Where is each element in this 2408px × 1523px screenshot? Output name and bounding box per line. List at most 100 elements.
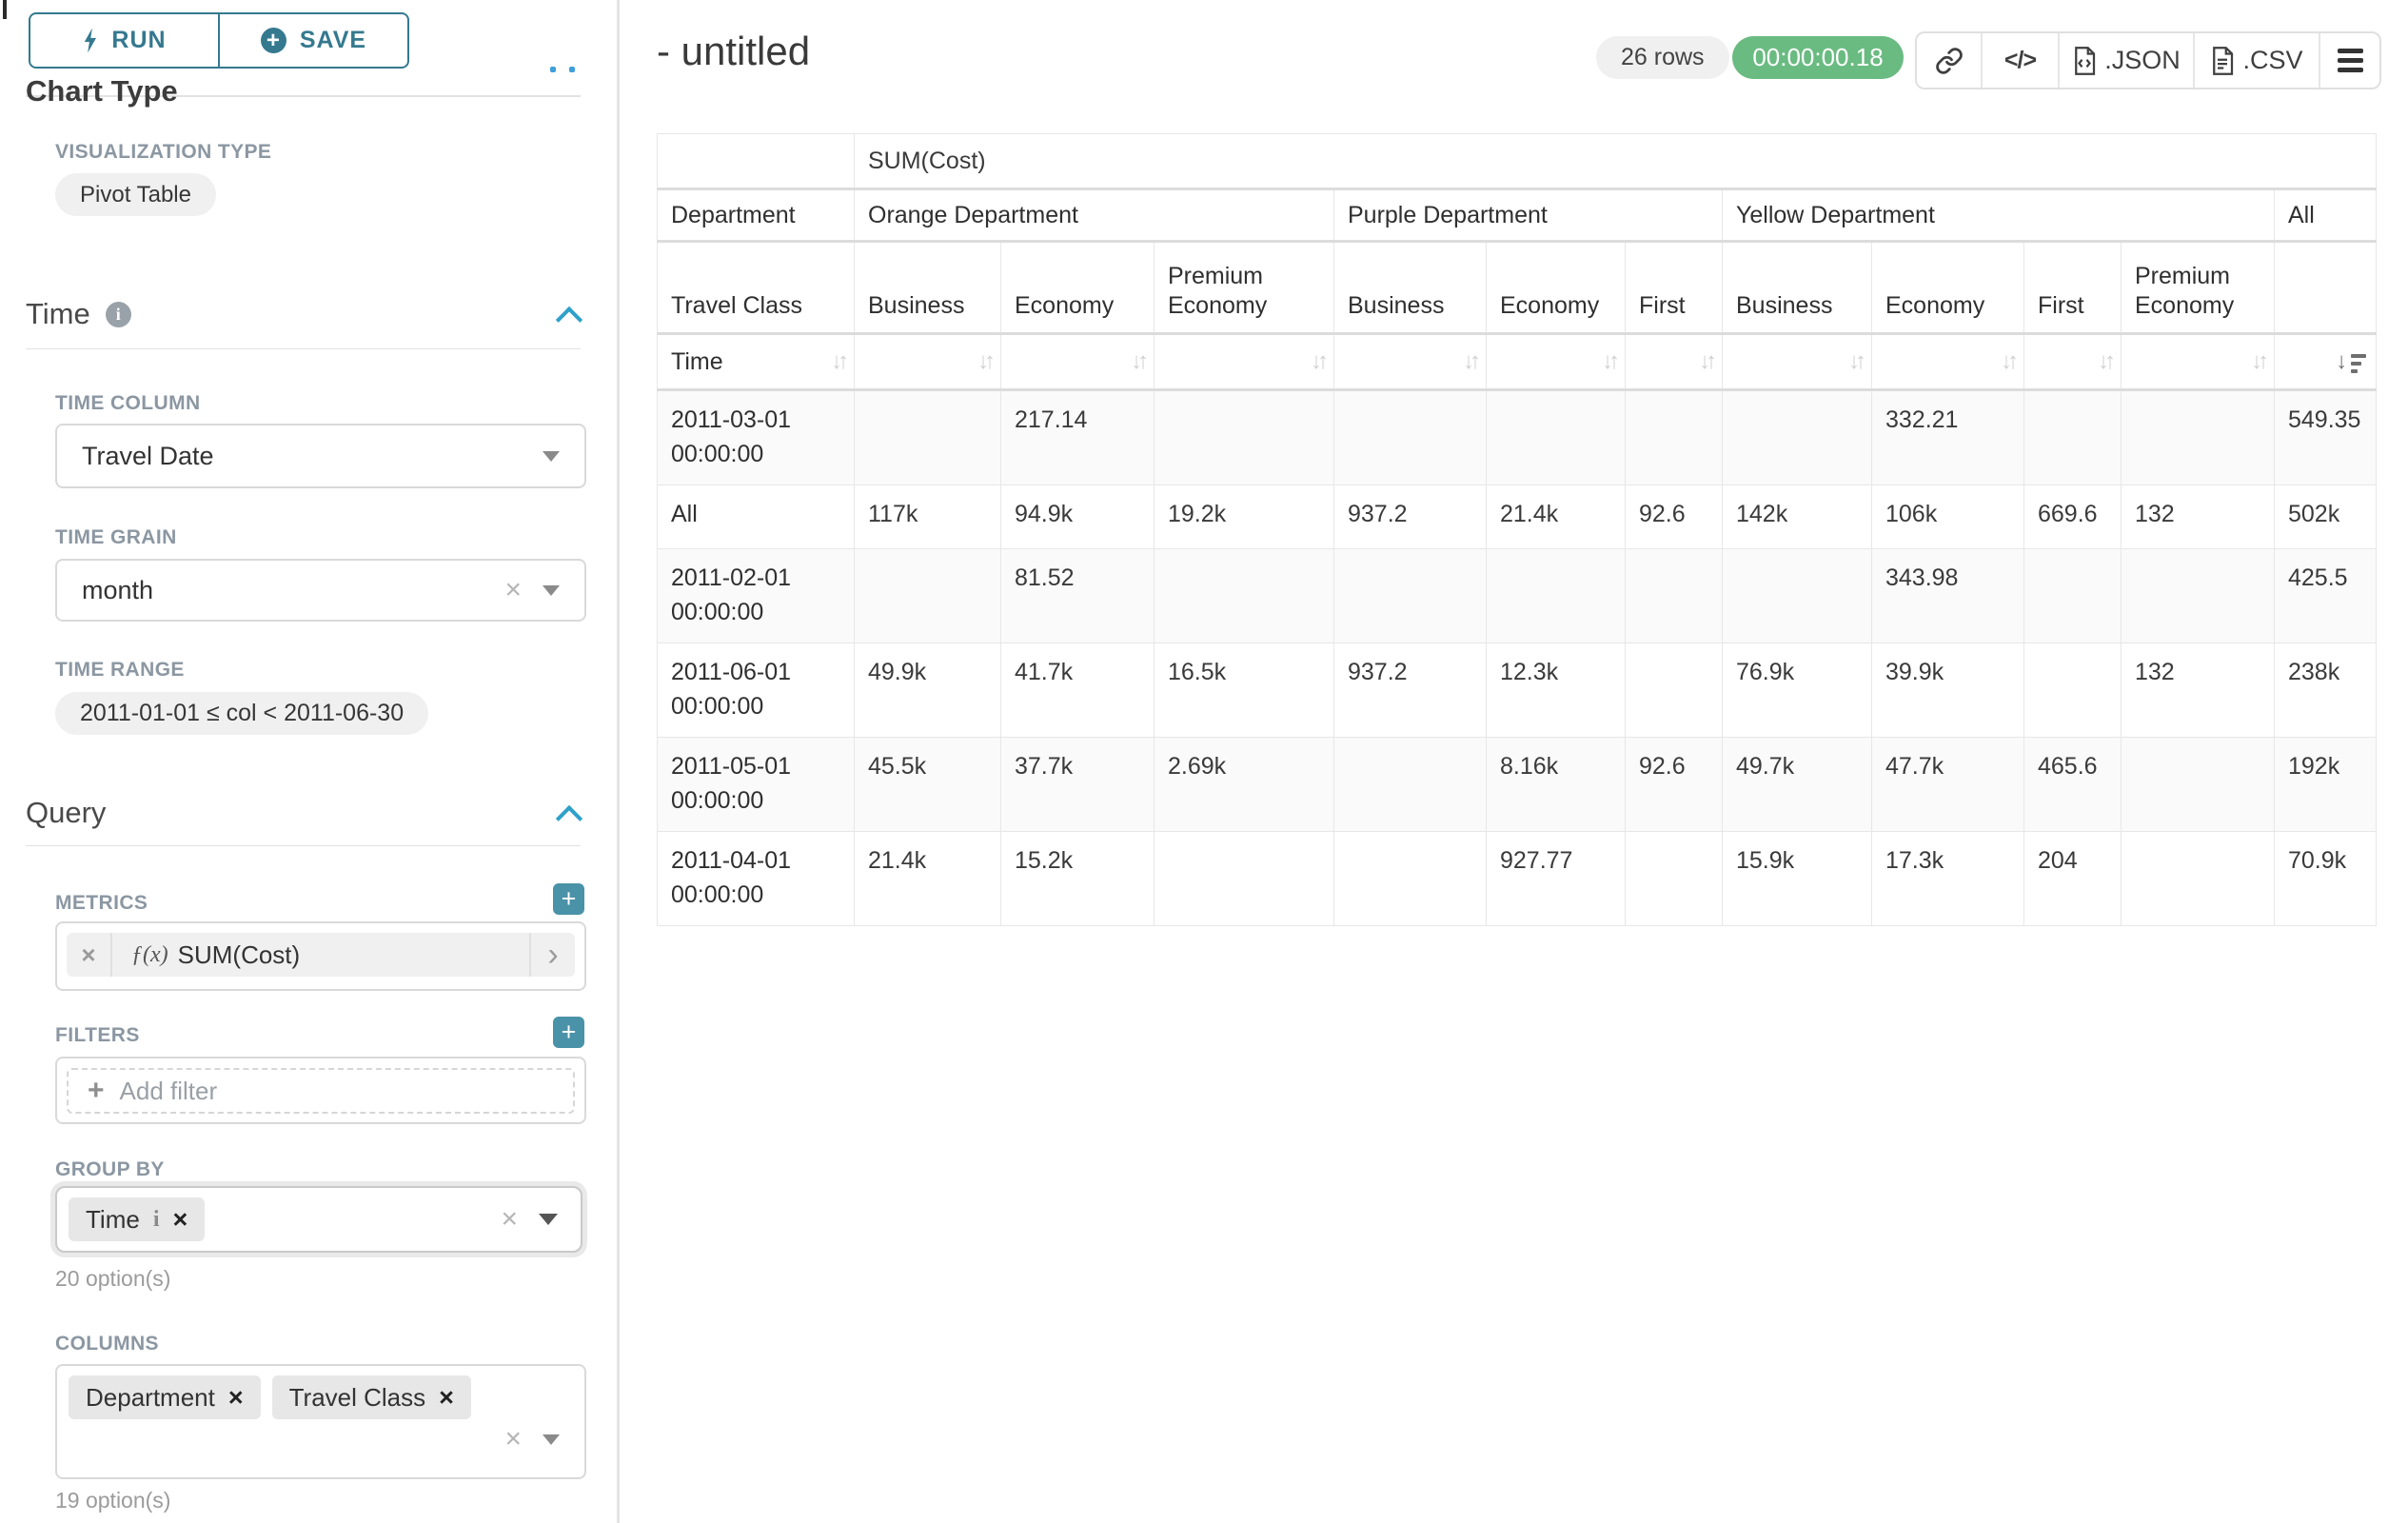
table-cell xyxy=(2023,548,2122,643)
chart-area: - untitled 26 rows 00:00:00.18 </> .JSON… xyxy=(621,0,2408,1523)
add-filter-button[interactable]: + Add filter xyxy=(67,1068,575,1114)
chart-type-heading: Chart Type xyxy=(26,73,178,108)
visualization-type-label: VISUALIZATION TYPE xyxy=(55,141,272,163)
travel-class-header: Economy xyxy=(1000,241,1155,335)
sortable-column-header[interactable]: ↓↑ xyxy=(1625,333,1723,391)
sortable-column-header[interactable]: ↓↑ xyxy=(1000,333,1155,391)
save-button[interactable]: + SAVE xyxy=(219,12,409,69)
remove-pill-icon[interactable]: × xyxy=(227,1382,244,1412)
metric-value: SUM(Cost) xyxy=(177,940,301,969)
sortable-column-header[interactable]: ↓ xyxy=(2273,333,2378,391)
time-section-header[interactable]: Time i xyxy=(26,297,131,331)
table-cell: 15.9k xyxy=(1722,831,1872,926)
dimension-pill-label: Department xyxy=(86,1382,215,1412)
visualization-type-pill[interactable]: Pivot Table xyxy=(55,173,216,216)
sortable-column-header[interactable]: ↓↑ xyxy=(1486,333,1626,391)
dimension-pill[interactable]: Travel Class × xyxy=(271,1375,471,1419)
chart-title[interactable]: - untitled xyxy=(657,29,811,73)
save-button-label: SAVE xyxy=(299,27,367,53)
sort-icon[interactable]: ↓↑ xyxy=(1602,348,1620,374)
table-cell xyxy=(2121,389,2275,485)
table-cell xyxy=(1486,389,1626,485)
time-column-select[interactable]: Travel Date xyxy=(55,424,586,488)
time-range-pill[interactable]: 2011-01-01 ≤ col < 2011-06-30 xyxy=(55,692,429,735)
remove-pill-icon[interactable]: × xyxy=(172,1204,188,1234)
group-by-select[interactable]: Time i × × xyxy=(55,1186,582,1253)
run-button[interactable]: RUN xyxy=(29,12,219,69)
sortable-column-header[interactable]: ↓↑ xyxy=(1722,333,1872,391)
copy-link-button[interactable] xyxy=(1917,33,1983,88)
table-cell: 92.6 xyxy=(1625,737,1723,832)
travel-class-header xyxy=(2273,241,2378,335)
sortable-column-header[interactable]: ↓↑ xyxy=(2121,333,2275,391)
file-text-icon xyxy=(2213,46,2234,75)
table-cell: 47.7k xyxy=(1871,737,2024,832)
sortable-column-header[interactable]: ↓↑ xyxy=(1871,333,2024,391)
sort-icon[interactable]: ↓↑ xyxy=(831,348,849,374)
info-icon[interactable]: i xyxy=(105,301,131,327)
sortable-column-header[interactable]: ↓↑ xyxy=(2023,333,2122,391)
sortable-column-header[interactable]: ↓↑ xyxy=(1154,333,1334,391)
time-dimension-label: Time xyxy=(671,347,723,375)
view-query-button[interactable]: </> xyxy=(1983,33,2060,88)
query-section-header[interactable]: Query xyxy=(26,796,106,830)
export-csv-button[interactable]: .CSV xyxy=(2195,33,2320,88)
scrollbar-thumb[interactable] xyxy=(3,0,7,19)
remove-metric-icon[interactable]: × xyxy=(67,933,112,977)
chevron-right-icon[interactable]: › xyxy=(529,933,575,977)
metrics-field: × ƒ(x) SUM(Cost) › xyxy=(55,921,586,991)
table-cell: 49.7k xyxy=(1722,737,1872,832)
panel-divider[interactable] xyxy=(617,0,620,1523)
clear-icon[interactable]: × xyxy=(501,1203,518,1235)
table-row: 2011-06-01 00:00:00 49.9k 41.7k 16.5k 937.2 1… xyxy=(657,643,2378,738)
run-save-button-group: RUN + SAVE xyxy=(29,12,409,69)
table-cell: 217.14 xyxy=(1000,389,1155,485)
sort-icon[interactable]: ↓↑ xyxy=(1699,348,1717,374)
sort-icon[interactable]: ↓↑ xyxy=(1848,348,1866,374)
table-cell: 106k xyxy=(1871,485,2024,549)
sortable-column-header[interactable]: ↓↑ xyxy=(1333,333,1487,391)
table-cell: 425.5 xyxy=(2273,548,2378,643)
sort-icon[interactable]: ↓↑ xyxy=(1131,348,1149,374)
filters-label: FILTERS xyxy=(55,1024,140,1046)
dimension-pill[interactable]: Time i × xyxy=(69,1197,206,1241)
sort-icon[interactable]: ↓↑ xyxy=(2098,348,2116,374)
table-cell: 12.3k xyxy=(1486,643,1626,738)
chevron-down-icon xyxy=(543,450,560,462)
sort-icon[interactable]: ↓↑ xyxy=(977,348,996,374)
sort-icon[interactable]: ↓↑ xyxy=(2251,348,2269,374)
metric-chip[interactable]: × ƒ(x) SUM(Cost) › xyxy=(67,933,575,977)
sortable-column-header[interactable]: ↓↑ xyxy=(854,333,1001,391)
add-filter-label: Add filter xyxy=(119,1076,218,1105)
columns-select[interactable]: Department × Travel Class × × xyxy=(55,1364,586,1479)
table-cell: 92.6 xyxy=(1625,485,1723,549)
pivot-corner-cell xyxy=(657,133,855,190)
time-grain-select[interactable]: month × xyxy=(55,559,586,622)
more-options-button[interactable] xyxy=(2320,33,2379,88)
sort-icon[interactable]: ↓↑ xyxy=(2001,348,2019,374)
clear-icon[interactable]: × xyxy=(504,1423,522,1454)
table-cell: 70.9k xyxy=(2273,831,2378,926)
row-header: 2011-03-01 00:00:00 xyxy=(657,389,855,485)
clear-icon[interactable]: × xyxy=(504,574,522,605)
export-json-button[interactable]: .JSON xyxy=(2060,33,2195,88)
panel-resize-handle-dot[interactable] xyxy=(569,67,575,72)
info-icon[interactable]: i xyxy=(152,1206,160,1232)
dimension-pill[interactable]: Department × xyxy=(69,1375,261,1419)
table-cell: 21.4k xyxy=(854,831,1001,926)
collapse-chevron-icon[interactable] xyxy=(555,804,583,833)
table-row: 2011-03-01 00:00:00 217.14 332.21 549.35 xyxy=(657,389,2378,485)
travel-class-header: Business xyxy=(1333,241,1487,335)
chevron-down-icon xyxy=(543,1434,560,1445)
add-filter-plus-button[interactable]: + xyxy=(553,1017,584,1048)
time-dimension-header[interactable]: Time ↓↑ xyxy=(657,333,855,391)
sort-icon[interactable]: ↓↑ xyxy=(1311,348,1329,374)
remove-pill-icon[interactable]: × xyxy=(439,1382,454,1412)
panel-resize-handle-dot[interactable] xyxy=(550,67,556,72)
add-metric-button[interactable]: + xyxy=(553,883,584,915)
sort-icon[interactable]: ↓↑ xyxy=(1463,348,1481,374)
table-cell xyxy=(2121,737,2275,832)
sort-descending-active-icon[interactable]: ↓ xyxy=(2336,350,2367,373)
group-by-options-hint: 20 option(s) xyxy=(55,1266,171,1291)
collapse-chevron-icon[interactable] xyxy=(555,306,583,334)
